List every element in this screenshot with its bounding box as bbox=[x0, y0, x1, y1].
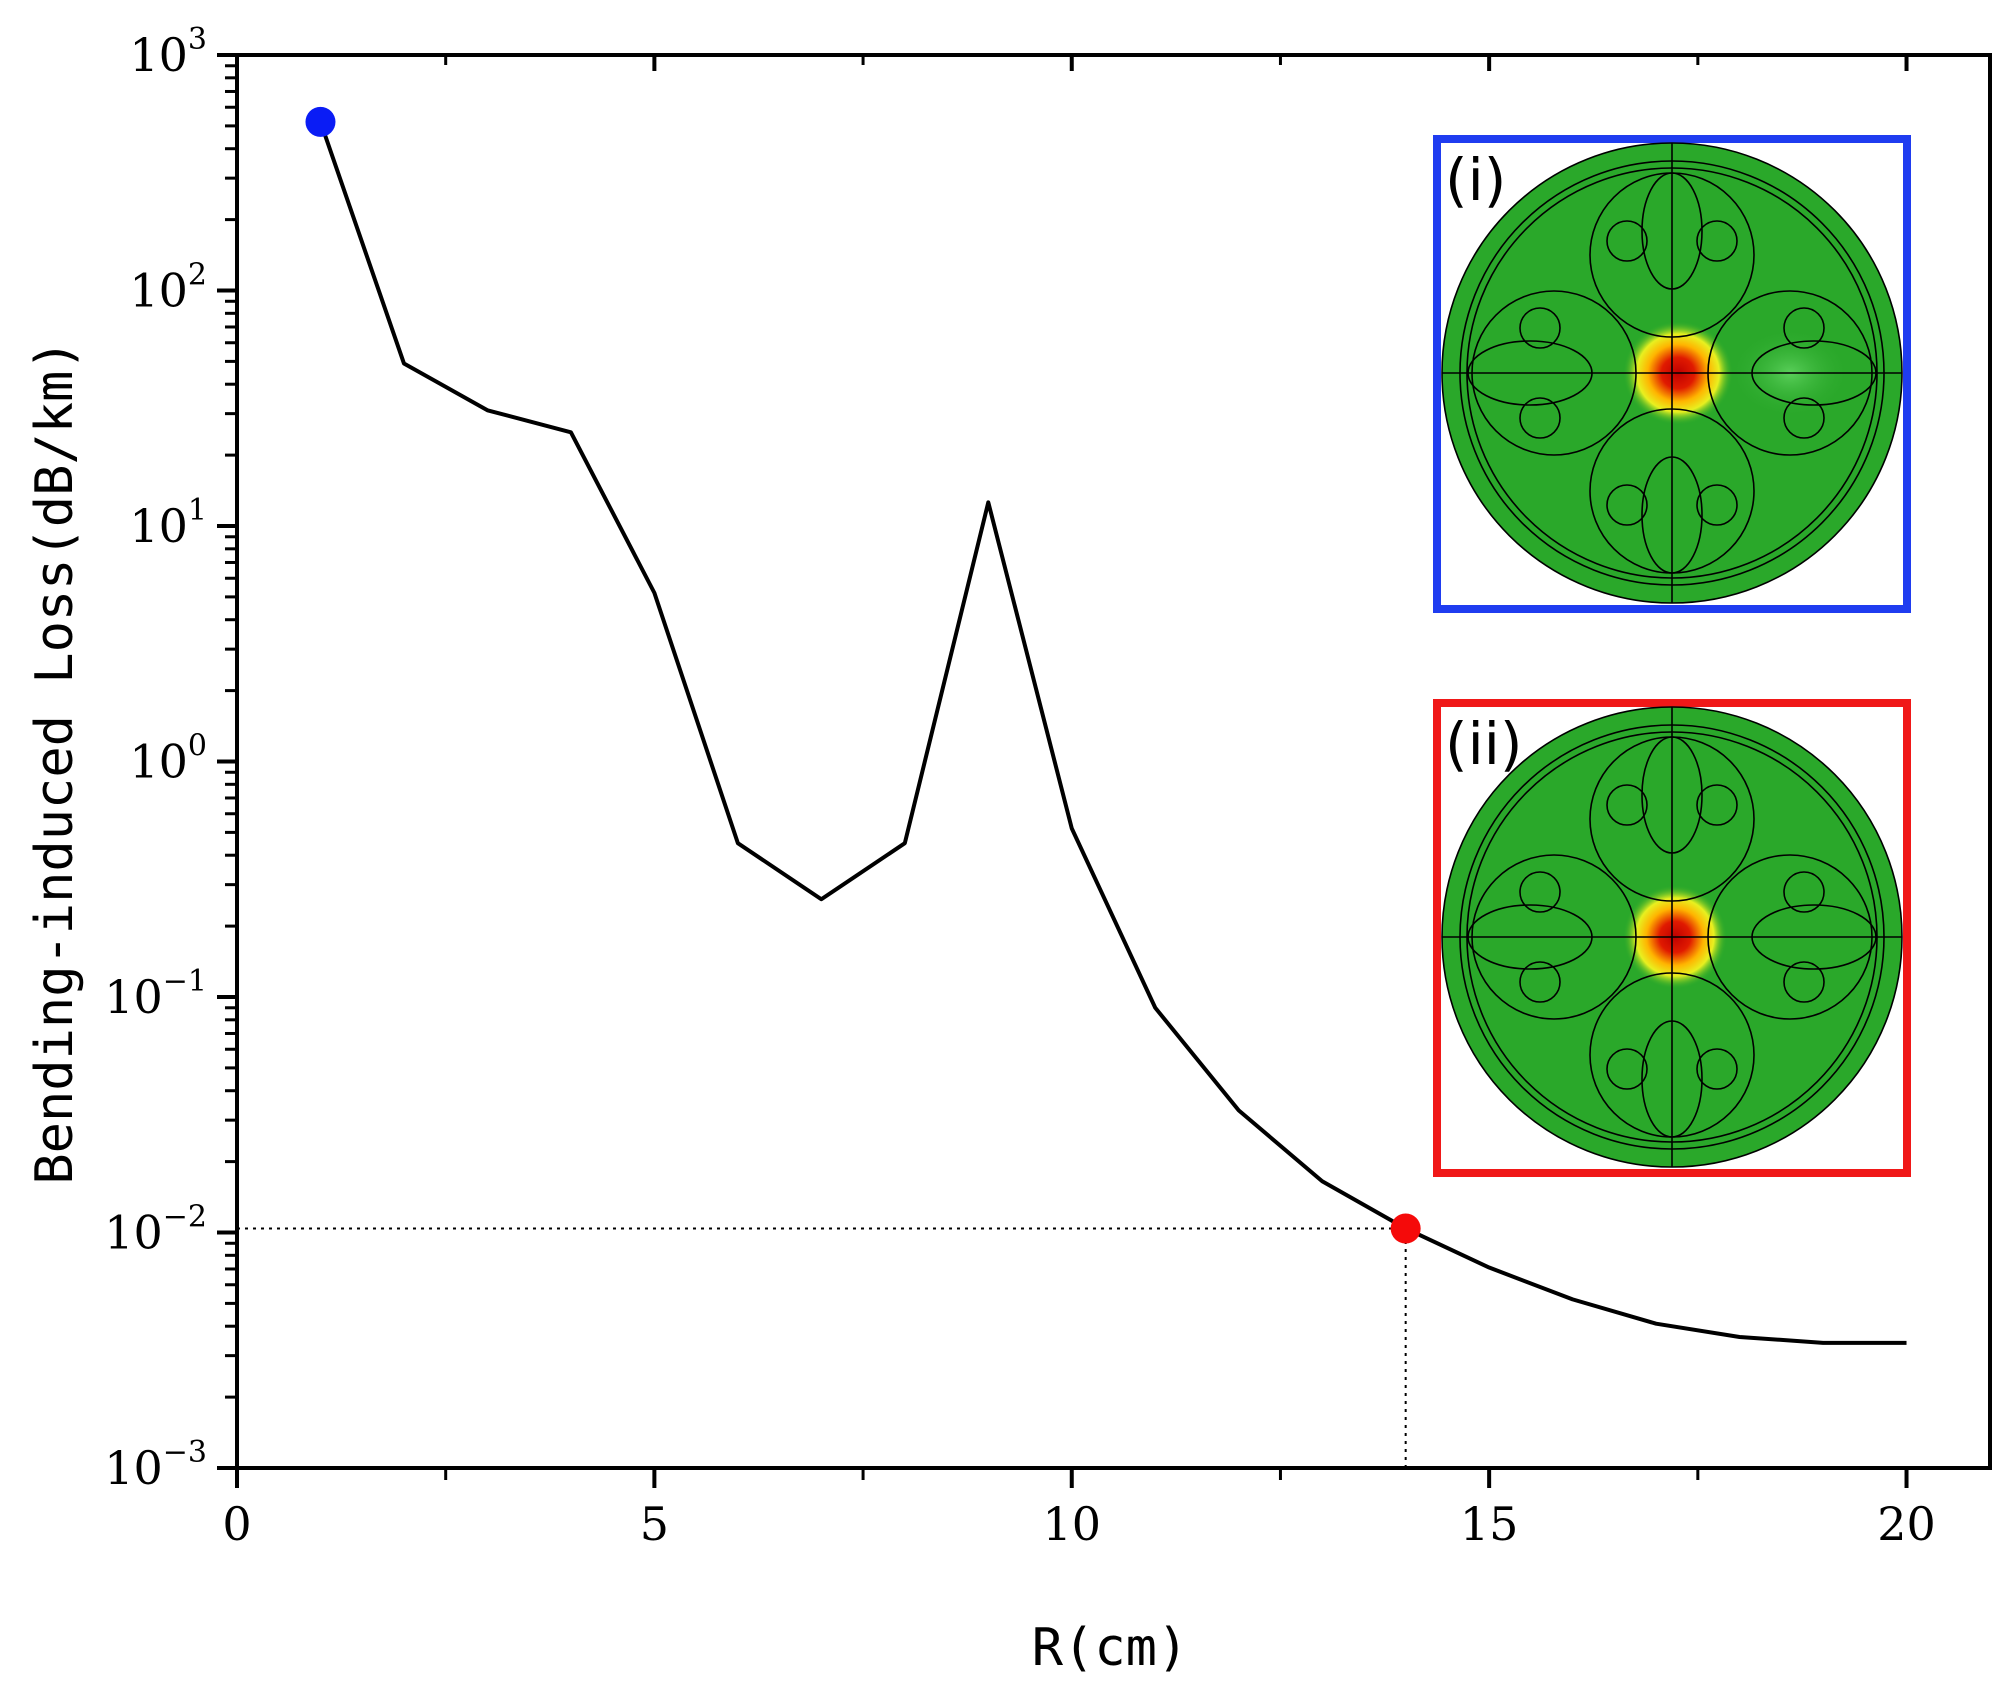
y-axis-title: Bending-induced Loss(dB/km) bbox=[25, 339, 85, 1184]
point-i bbox=[305, 106, 336, 137]
loss-series-line bbox=[318, 121, 1907, 1345]
inset-ii: (ii) bbox=[1433, 699, 1911, 1177]
x-tick-label: 5 bbox=[640, 1497, 669, 1551]
inset-i: (i) bbox=[1433, 135, 1911, 613]
highlight-points bbox=[305, 106, 1421, 1244]
y-tick-label: 10−2 bbox=[104, 1200, 207, 1260]
reference-lines bbox=[237, 1227, 1407, 1468]
y-tick-label: 102 bbox=[129, 258, 207, 318]
x-tick-label: 10 bbox=[1042, 1497, 1101, 1551]
x-tick-label: 15 bbox=[1460, 1497, 1519, 1551]
y-tick-label: 10−1 bbox=[104, 964, 207, 1024]
inset-i-label: (i) bbox=[1445, 146, 1506, 214]
y-tick-label: 101 bbox=[129, 493, 207, 553]
axis-ticks: 0 5 10 15 20 103 102 101 100 10−1 10−2 10−3 bbox=[104, 22, 1936, 1551]
x-tick-label: 0 bbox=[222, 1497, 251, 1551]
x-axis-title: R(cm) bbox=[1032, 1618, 1189, 1678]
y-tick-label: 103 bbox=[129, 22, 207, 82]
inset-ii-structure bbox=[1441, 706, 1903, 1168]
inset-ii-label: (ii) bbox=[1445, 710, 1522, 778]
x-tick-label: 20 bbox=[1877, 1497, 1936, 1551]
y-tick-label: 10−3 bbox=[104, 1435, 207, 1495]
point-ii bbox=[1390, 1213, 1421, 1244]
series-layer bbox=[318, 121, 1907, 1345]
y-tick-label: 100 bbox=[129, 729, 207, 789]
inset-i-structure bbox=[1441, 142, 1903, 604]
